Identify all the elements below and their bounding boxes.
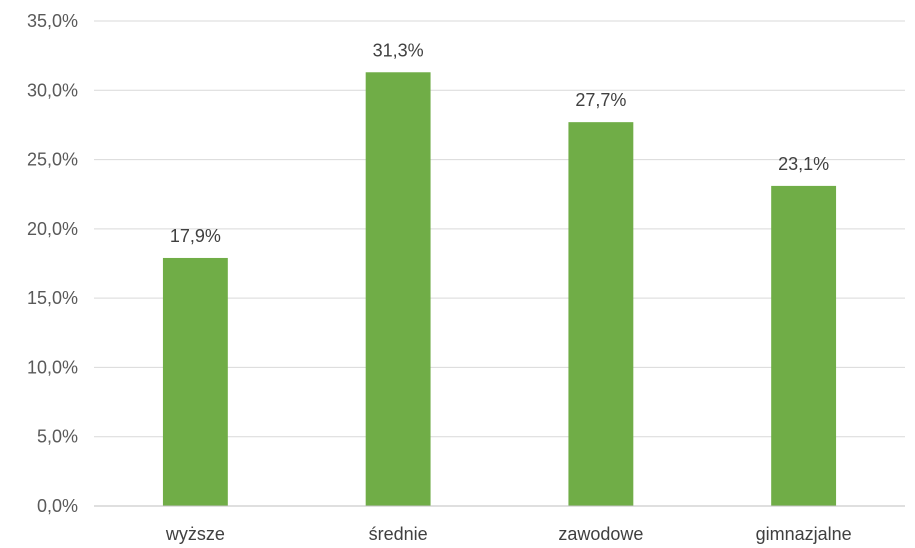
gridlines bbox=[94, 20, 905, 438]
y-tick-label: 35,0% bbox=[27, 11, 78, 31]
category-label: wyższe bbox=[165, 524, 225, 544]
bars bbox=[162, 72, 837, 507]
category-label: zawodowe bbox=[558, 524, 643, 544]
y-tick-label: 20,0% bbox=[27, 219, 78, 239]
bar bbox=[365, 72, 431, 507]
y-tick-label: 30,0% bbox=[27, 80, 78, 100]
bar bbox=[568, 122, 634, 507]
data-label: 23,1% bbox=[778, 154, 829, 174]
data-labels: 17,9% 31,3% 27,7% 23,1% bbox=[170, 40, 829, 246]
y-tick-label: 0,0% bbox=[37, 496, 78, 516]
y-tick-label: 15,0% bbox=[27, 288, 78, 308]
bar bbox=[771, 185, 837, 506]
x-axis-category-labels: wyższe średnie zawodowe gimnazjalne bbox=[165, 524, 852, 544]
y-tick-label: 25,0% bbox=[27, 150, 78, 170]
data-label: 31,3% bbox=[373, 40, 424, 60]
data-label: 27,7% bbox=[575, 90, 626, 110]
category-label: gimnazjalne bbox=[756, 524, 852, 544]
data-label: 17,9% bbox=[170, 226, 221, 246]
category-label: średnie bbox=[369, 524, 428, 544]
bar bbox=[162, 257, 228, 506]
y-axis-tick-labels: 0,0% 5,0% 10,0% 15,0% 20,0% 25,0% 30,0% 35,0% bbox=[27, 11, 78, 516]
y-tick-label: 10,0% bbox=[27, 357, 78, 377]
y-tick-label: 5,0% bbox=[37, 427, 78, 447]
